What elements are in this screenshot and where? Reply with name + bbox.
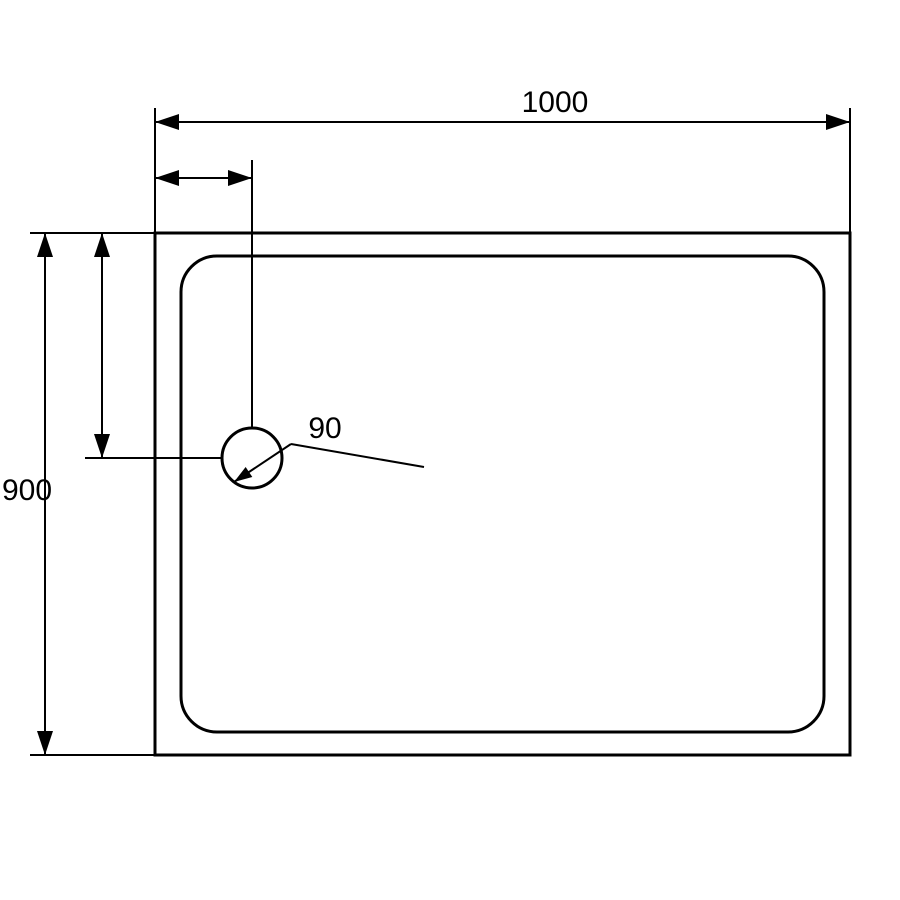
dim-width-label: 1000: [522, 86, 589, 119]
technical-drawing: 1000 900 90: [0, 0, 900, 900]
arrow-up: [37, 233, 53, 257]
arrow-down-sub: [94, 434, 110, 458]
arrow-left: [155, 114, 179, 130]
arrow-up-sub: [94, 233, 110, 257]
tray-inner-rect: [181, 256, 824, 732]
tray-outer-rect: [155, 233, 850, 755]
drain-leader-seg2: [291, 444, 424, 467]
dim-drain-label: 90: [308, 412, 341, 445]
arrow-down: [37, 731, 53, 755]
arrow-right: [826, 114, 850, 130]
drain-circle: [222, 428, 282, 488]
arrow-right-sub: [228, 170, 252, 186]
arrow-left-sub: [155, 170, 179, 186]
dim-height-label: 900: [2, 474, 52, 507]
